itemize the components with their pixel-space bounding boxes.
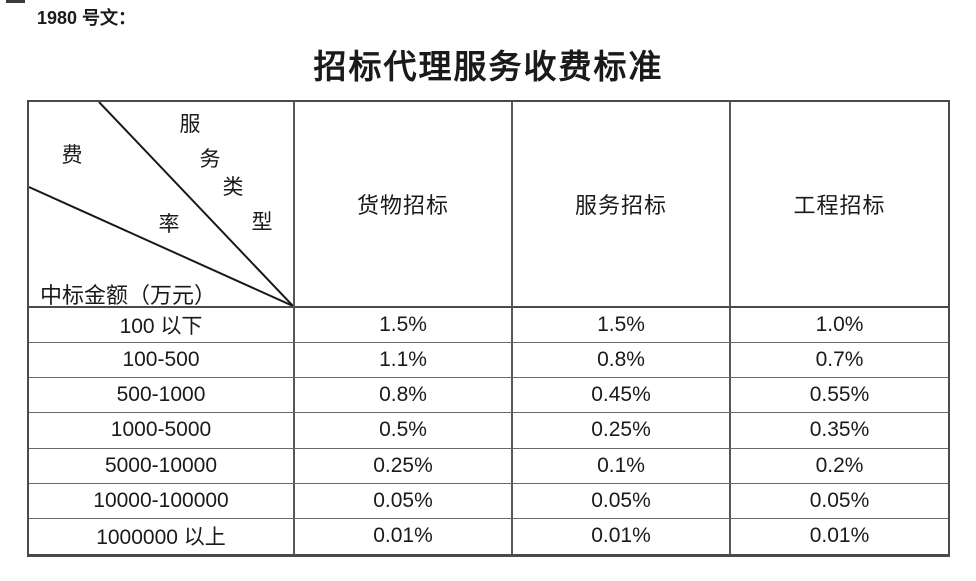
rate-cell: 0.55% xyxy=(731,378,948,414)
page-edge-artifact xyxy=(6,0,25,3)
rate-cell: 0.05% xyxy=(295,483,513,519)
rate-cell: 0.8% xyxy=(513,343,731,379)
rate-cell: 0.01% xyxy=(513,518,731,554)
column-header-engineering: 工程招标 xyxy=(731,102,948,308)
column-header-service: 服务招标 xyxy=(513,102,731,308)
document-number-label: 1980 号文： xyxy=(37,8,137,28)
row-range: 1000-5000 xyxy=(29,413,295,449)
rate-cell: 0.25% xyxy=(295,448,513,484)
rate-cell: 0.25% xyxy=(513,413,731,449)
row-range: 1000000 以上 xyxy=(29,518,295,554)
rate-cell: 0.35% xyxy=(731,413,948,449)
rate-cell: 0.1% xyxy=(513,448,731,484)
corner-label-service-type-char: 服 xyxy=(179,112,201,136)
rate-cell: 1.5% xyxy=(513,308,731,344)
rate-cell: 1.0% xyxy=(731,308,948,344)
rate-cell: 0.2% xyxy=(731,449,948,484)
corner-label-fee-rate-char: 率 xyxy=(158,212,180,236)
corner-label-service-type-char: 务 xyxy=(199,147,221,171)
rate-cell: 0.5% xyxy=(295,413,513,449)
corner-label-fee-rate-char: 费 xyxy=(61,143,83,167)
page-title: 招标代理服务收费标准 xyxy=(313,50,664,86)
rate-cell: 0.05% xyxy=(731,484,948,519)
rate-cell: 1.1% xyxy=(295,343,513,379)
rate-cell: 0.8% xyxy=(295,378,513,414)
row-range: 10000-100000 xyxy=(29,483,295,519)
corner-label-bid-amount: 中标金额（万元） xyxy=(40,283,217,308)
diagonal-header-cell: 服 务 类 型 费 率 中标金额（万元） xyxy=(29,102,295,308)
rate-cell: 0.05% xyxy=(513,483,731,519)
fee-standard-table: 服 务 类 型 费 率 中标金额（万元） 货物招标 服务招标 工程招标 100 … xyxy=(27,100,950,557)
rate-cell: 0.01% xyxy=(809,524,870,548)
rate-cell: 0.7% xyxy=(731,343,948,379)
row-range: 100-500 xyxy=(29,343,295,379)
diagonal-lines xyxy=(29,102,293,306)
rate-cell: 0.45% xyxy=(513,378,731,414)
rate-cell: 0.01% xyxy=(295,518,513,554)
corner-label-service-type-char: 型 xyxy=(251,210,273,234)
row-range: 500-1000 xyxy=(29,378,295,414)
rate-cell: 1.5% xyxy=(295,308,513,344)
row-range: 5000-10000 xyxy=(29,448,295,484)
corner-label-service-type-char: 类 xyxy=(222,175,244,199)
row-range: 100 以下 xyxy=(29,308,295,344)
column-header-goods: 货物招标 xyxy=(295,102,513,308)
